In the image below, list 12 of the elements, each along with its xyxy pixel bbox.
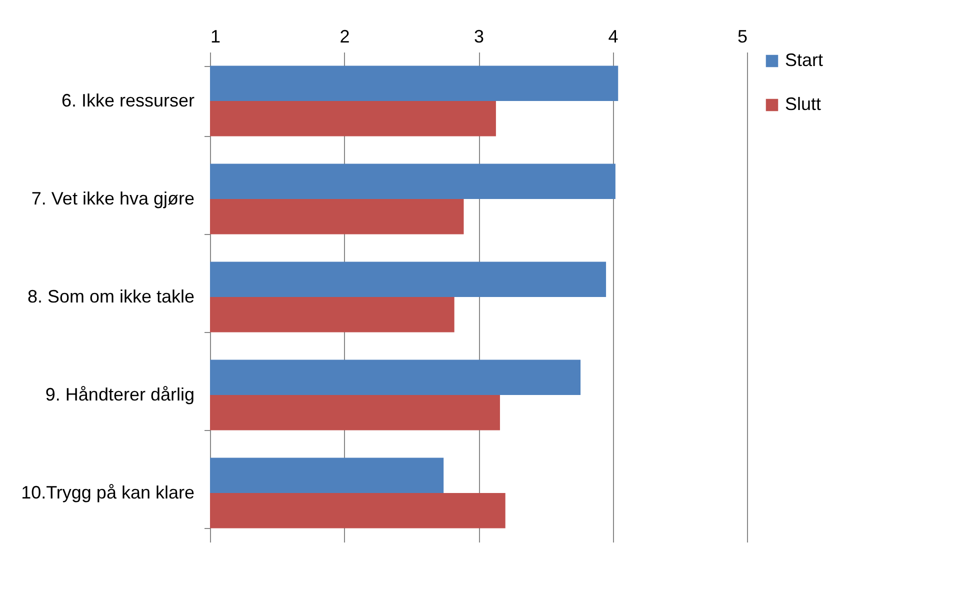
x-tick-label: 3 [474,26,484,46]
x-tick-label: 4 [608,26,618,46]
y-tick-label: 6. Ikke ressurser [61,90,194,110]
x-tick-label: 5 [737,26,748,46]
y-tick-label: 10.Trygg på kan klare [21,482,194,502]
x-tick-label: 1 [210,26,221,46]
y-tick-label: 8. Som om ikke takle [27,286,194,306]
y-tick-label: 9. Håndterer dårlig [45,384,194,404]
legend-label: Slutt [785,94,822,114]
x-tick-label: 2 [340,26,350,46]
y-tick-label: 7. Vet ikke hva gjøre [31,188,194,208]
legend-label: Start [785,50,824,70]
